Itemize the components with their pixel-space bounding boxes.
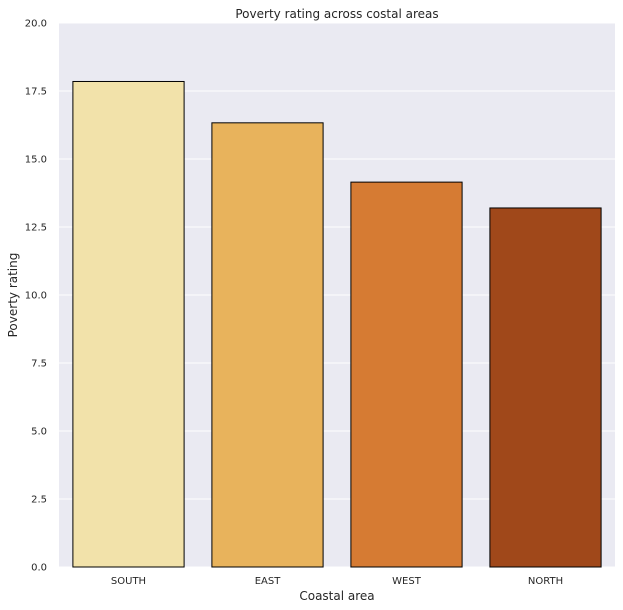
chart-title: Poverty rating across costal areas bbox=[235, 7, 438, 21]
bar-west bbox=[350, 181, 463, 568]
y-tick-label: 0.0 bbox=[31, 563, 47, 574]
y-tick-label: 17.5 bbox=[25, 87, 47, 98]
bar-south bbox=[72, 80, 185, 568]
y-tick-label: 7.5 bbox=[31, 359, 47, 370]
y-tick-label: 15.0 bbox=[25, 155, 47, 166]
x-tick-label: NORTH bbox=[528, 576, 563, 587]
x-tick-label: EAST bbox=[255, 576, 282, 587]
x-tick-label: SOUTH bbox=[111, 576, 146, 587]
y-tick-label: 2.5 bbox=[31, 495, 47, 506]
y-tick-label: 10.0 bbox=[25, 291, 47, 302]
y-tick-label: 5.0 bbox=[31, 427, 47, 438]
x-axis-label: Coastal area bbox=[299, 589, 374, 603]
bars bbox=[72, 80, 602, 568]
y-tick-label: 12.5 bbox=[25, 223, 47, 234]
x-axis-ticks: SOUTH EAST WEST NORTH bbox=[111, 576, 563, 587]
bar-north bbox=[489, 207, 602, 568]
x-tick-label: WEST bbox=[392, 576, 422, 587]
y-tick-label: 20.0 bbox=[25, 19, 47, 30]
y-axis-ticks: 0.0 2.5 5.0 7.5 10.0 12.5 15.0 17.5 20.0 bbox=[25, 19, 47, 574]
bar-east bbox=[211, 122, 324, 568]
y-axis-label: Poverty rating bbox=[6, 253, 20, 338]
